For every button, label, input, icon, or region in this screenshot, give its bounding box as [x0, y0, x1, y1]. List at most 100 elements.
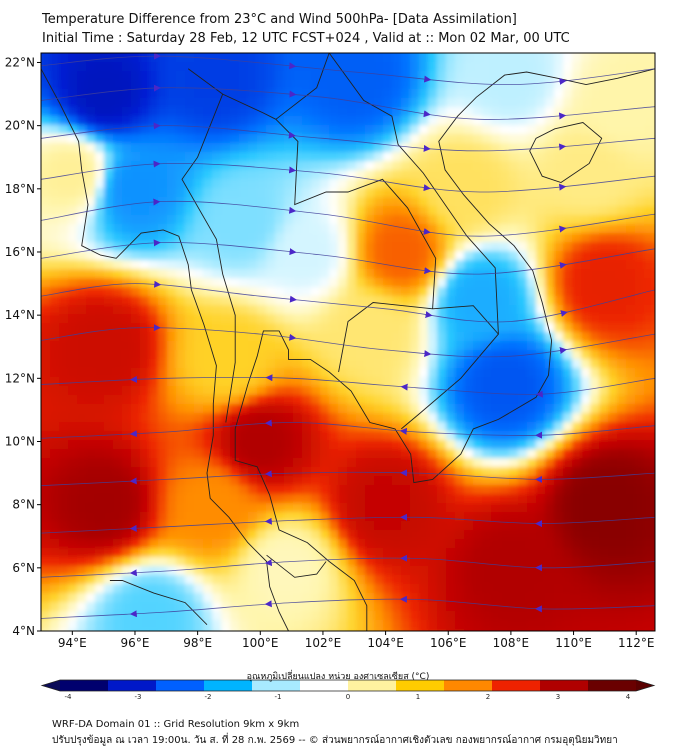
anomaly-cell: [401, 98, 411, 108]
anomaly-cell: [599, 521, 609, 531]
anomaly-cell: [284, 125, 294, 135]
anomaly-cell: [347, 179, 357, 189]
anomaly-cell: [86, 440, 96, 450]
anomaly-cell: [464, 467, 474, 477]
anomaly-cell: [545, 539, 555, 549]
anomaly-cell: [230, 71, 240, 81]
anomaly-cell: [365, 89, 375, 99]
anomaly-cell: [149, 152, 159, 162]
anomaly-cell: [410, 539, 420, 549]
anomaly-cell: [122, 215, 132, 225]
anomaly-cell: [293, 368, 303, 378]
anomaly-cell: [176, 161, 186, 171]
anomaly-cell: [653, 152, 655, 162]
anomaly-cell: [500, 179, 510, 189]
anomaly-cell: [428, 260, 438, 270]
anomaly-cell: [500, 440, 510, 450]
anomaly-cell: [365, 602, 375, 612]
anomaly-cell: [311, 233, 321, 243]
anomaly-cell: [599, 314, 609, 324]
anomaly-cell: [293, 548, 303, 558]
anomaly-cell: [455, 413, 465, 423]
anomaly-cell: [77, 386, 87, 396]
anomaly-cell: [455, 143, 465, 153]
anomaly-cell: [419, 323, 429, 333]
anomaly-cell: [428, 71, 438, 81]
anomaly-cell: [491, 476, 501, 486]
anomaly-cell: [392, 602, 402, 612]
anomaly-cell: [176, 368, 186, 378]
anomaly-cell: [401, 188, 411, 198]
anomaly-cell: [68, 332, 78, 342]
anomaly-cell: [59, 512, 69, 522]
anomaly-cell: [527, 449, 537, 459]
anomaly-cell: [428, 530, 438, 540]
anomaly-cell: [257, 314, 267, 324]
anomaly-cell: [563, 53, 573, 54]
anomaly-cell: [590, 215, 600, 225]
anomaly-cell: [50, 107, 60, 117]
anomaly-cell: [635, 593, 645, 603]
anomaly-cell: [392, 62, 402, 72]
anomaly-cell: [257, 467, 267, 477]
anomaly-cell: [68, 350, 78, 360]
anomaly-cell: [122, 206, 132, 216]
colorbar-tick-label: 1: [416, 693, 420, 701]
anomaly-cell: [554, 197, 564, 207]
anomaly-cell: [473, 512, 483, 522]
anomaly-cell: [383, 503, 393, 513]
anomaly-cell: [41, 557, 51, 567]
anomaly-cell: [311, 611, 321, 621]
anomaly-cell: [158, 53, 168, 54]
anomaly-cell: [293, 107, 303, 117]
anomaly-cell: [365, 377, 375, 387]
anomaly-cell: [428, 539, 438, 549]
anomaly-cell: [320, 557, 330, 567]
anomaly-cell: [608, 71, 618, 81]
anomaly-cell: [482, 629, 492, 631]
anomaly-cell: [131, 341, 141, 351]
anomaly-cell: [86, 197, 96, 207]
anomaly-cell: [365, 593, 375, 603]
anomaly-cell: [473, 152, 483, 162]
anomaly-cell: [482, 134, 492, 144]
anomaly-cell: [338, 539, 348, 549]
anomaly-cell: [608, 377, 618, 387]
anomaly-cell: [230, 512, 240, 522]
anomaly-cell: [590, 431, 600, 441]
anomaly-cell: [320, 170, 330, 180]
anomaly-cell: [203, 287, 213, 297]
anomaly-cell: [356, 134, 366, 144]
anomaly-cell: [455, 521, 465, 531]
anomaly-cell: [581, 422, 591, 432]
anomaly-cell: [275, 233, 285, 243]
anomaly-cell: [203, 152, 213, 162]
anomaly-cell: [518, 53, 528, 54]
anomaly-cell: [536, 548, 546, 558]
anomaly-cell: [230, 620, 240, 630]
anomaly-cell: [545, 386, 555, 396]
anomaly-cell: [473, 638, 483, 648]
anomaly-cell: [257, 359, 267, 369]
anomaly-cell: [464, 116, 474, 126]
anomaly-cell: [122, 170, 132, 180]
anomaly-cell: [626, 404, 636, 414]
anomaly-cell: [275, 296, 285, 306]
anomaly-cell: [536, 404, 546, 414]
anomaly-cell: [167, 62, 177, 72]
anomaly-cell: [455, 206, 465, 216]
anomaly-cell: [302, 116, 312, 126]
anomaly-cell: [239, 440, 249, 450]
anomaly-cell: [617, 161, 627, 171]
anomaly-cell: [113, 179, 123, 189]
anomaly-cell: [581, 404, 591, 414]
anomaly-cell: [347, 503, 357, 513]
anomaly-cell: [293, 539, 303, 549]
anomaly-cell: [626, 233, 636, 243]
anomaly-cell: [275, 62, 285, 72]
anomaly-cell: [266, 566, 276, 576]
anomaly-cell: [410, 233, 420, 243]
anomaly-cell: [149, 233, 159, 243]
anomaly-cell: [167, 530, 177, 540]
anomaly-cell: [365, 296, 375, 306]
